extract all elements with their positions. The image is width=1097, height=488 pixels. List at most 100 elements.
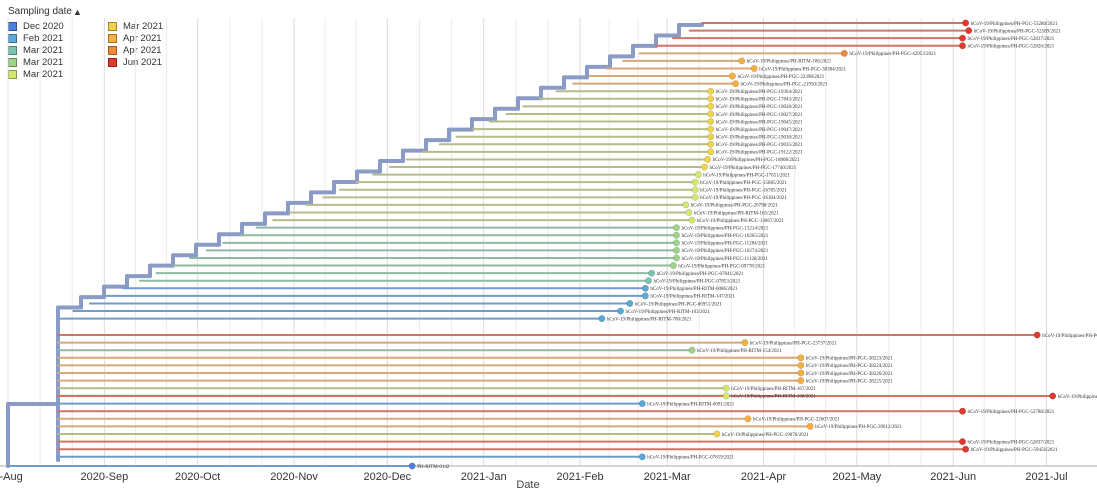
tip-point (673, 254, 680, 262)
tip-label: PH-RITM-0142 (417, 465, 450, 470)
tip-label: hCoV-19/Philippines/PH-RITM-780/2021 (607, 317, 692, 322)
tip-point (738, 57, 746, 65)
tip-point (685, 209, 693, 216)
legend-title-row[interactable]: Sampling date ▲ (8, 6, 188, 17)
tip-label: hCoV-19/Philippines/PH-PGC-53280/2021 (971, 22, 1058, 27)
legend-swatch (108, 58, 117, 68)
x-tick-label: 2020-Oct (175, 471, 220, 483)
tip-label: hCoV-19/Philippines/PH-PGC-19047/2021 (716, 128, 803, 133)
tip-label: hCoV-19/Philippines/PH-PGC-11284/2021 (681, 242, 768, 247)
tip-point (959, 438, 966, 446)
tip-point (744, 415, 752, 423)
legend-label: Mar 2021 (123, 20, 164, 32)
chevron-up-icon[interactable]: ▲ (72, 6, 82, 17)
tip-point (641, 292, 649, 300)
tip-point (691, 186, 699, 194)
tip-label: hCoV-19/Philippines/PH-PGC-38226/2021 (806, 372, 893, 377)
tip-label: hCoV-19/Philippines/PH-PGC-21950/2021 (741, 82, 828, 87)
tip-label: hCoV-19/Philippines/PH-RITM-147/2021 (650, 295, 735, 300)
tip-label: hCoV-19/Philippines/PH-PGC-22607/2021 (753, 418, 840, 423)
tip-point (673, 231, 680, 239)
tip-point (797, 377, 805, 385)
tip-label: hCoV-19/Philippines/PH-PGC-18808/2021 (713, 158, 800, 163)
tip-label: hCoV-19/Philippines/PH-PGC-20798/2021 (691, 204, 778, 209)
tip-point (741, 339, 749, 347)
tip-label: hCoV-19/Philippines/PH-PGC-13214/2021 (681, 226, 768, 231)
legend-label: Mar 2021 (23, 44, 64, 56)
tip-point (962, 19, 970, 27)
legend-items: Dec 2020 Feb 2021 Mar 2021 Mar 2021 Mar 2021… (8, 20, 188, 81)
legend-label: Apr 2021 (123, 44, 162, 56)
tip-point (701, 163, 708, 171)
tip-label: hCoV-19/Philippines/PH-RITM-186/2021 (747, 60, 832, 65)
x-tick-label: 2020-Nov (270, 471, 318, 483)
legend-label: Feb 2021 (23, 32, 64, 44)
tip-label: hCoV-19/Philippines/PH-PGC-38225/2021 (806, 379, 893, 384)
tip-label: hCoV-19/Philippines/PH-PGC-07853/2021 (653, 280, 740, 285)
x-tick-label: 2021-Mar (644, 471, 691, 483)
tip-label: hCoV-19/Philippines/PH-PGC-19028/2021 (716, 105, 803, 110)
tip-label: hCoV-19/Philippines/PH-PGC-52837/2021 (968, 440, 1055, 445)
tip-point (707, 118, 715, 125)
tip-label: hCoV-19/Philippines/PH-PGC-19027/2021 (716, 113, 803, 118)
tip-label: hCoV-19/Philippines/PH-RITM-154/2021 (697, 349, 782, 354)
x-tick-label: 2021-Feb (557, 471, 604, 483)
tip-point (732, 80, 740, 88)
legend-label: Mar 2021 (23, 69, 64, 81)
tip-label: hCoV-19/Philippines/PH-PGC-10265/2021 (681, 234, 768, 239)
tip-label: hCoV-19/Philippines/PH-PGC-42953/2021 (849, 52, 936, 57)
tip-point (722, 392, 730, 400)
tip-label: hCoV-19/Philippines/PH-PGC-52589/2021 (974, 29, 1061, 34)
tip-point (648, 269, 656, 277)
legend-label: Dec 2020 (23, 20, 64, 32)
tip-label: hCoV-19/Philippines/PH-PGC-06951/2021 (635, 302, 722, 307)
tip-point (797, 369, 805, 377)
tip-point (1033, 331, 1041, 339)
legend-label: Jun 2021 (123, 57, 163, 69)
tip-point (797, 361, 805, 369)
tip-label: hCoV-19/Philippines/PH-PGC-19030/2021 (716, 136, 803, 141)
tip-label: hCoV-19/Philippines/PH-PGC-23737/2021 (750, 341, 837, 346)
tip-label: hCoV-19/Philippines/PH-PGC-07659/2021 (647, 456, 734, 461)
tip-label: hCoV-19/Philippines/PH-PGC-15885/2021 (700, 181, 787, 186)
tip-point (707, 110, 715, 118)
tip-point (682, 201, 690, 209)
legend-item: Apr 2021 (108, 44, 188, 56)
x-tick-label: 2021-Jun (930, 471, 976, 483)
tip-label: hCoV-19/Philippines/PH-PGC-17843/2021 (716, 98, 803, 103)
tip-label: hCoV-19/Philippines/PH-RITM-167/2021 (731, 387, 816, 392)
x-axis-title: Date (516, 479, 539, 488)
tip-point (694, 171, 702, 179)
x-tick-label: 2021-Jul (1025, 471, 1067, 483)
tip-point (707, 87, 715, 95)
tip-label: hCoV-19/Philippines/PH-PGC-13667/2021 (697, 219, 784, 224)
tip-point (673, 246, 680, 254)
legend-swatch (108, 21, 117, 31)
tip-point (688, 216, 696, 224)
tip-point (691, 193, 699, 201)
tip-label: hCoV-19/Philippines/PH-PGC-19035/2021 (716, 143, 803, 148)
x-tick-label: 2021-Jan (461, 471, 507, 483)
legend-item: Apr 2021 (108, 32, 188, 44)
tip-label: hCoV-19/Philippines/PH-RITM-103/2021 (626, 310, 711, 315)
tip-label: hCoV-19/Philippines/PH-PGC-16304/2021 (700, 196, 787, 201)
tip-label: hCoV-19/Philippines/PH-PGC-59456/2021 (971, 448, 1058, 453)
tip-point (707, 148, 715, 156)
legend-swatch (108, 33, 117, 43)
tip-label: hCoV-19/Philippines/PH-RITM-168/2021 (731, 395, 816, 400)
tip-point (728, 72, 736, 80)
tip-label: hCoV-19/Philippines/PH-PGC-16785/2021 (700, 189, 787, 194)
tip-point (707, 133, 715, 141)
tip-point (797, 354, 805, 362)
tip-label: hCoV-19/Philippines/PH-PGC-52788/2021 (968, 410, 1055, 415)
tip-label: hCoV-19/Philippines/PH-PGC-17651/2021 (703, 173, 790, 178)
tip-point (707, 102, 715, 110)
legend-label: Mar 2021 (23, 57, 64, 69)
tip-point (959, 407, 966, 415)
tip-point (408, 462, 416, 470)
tip-label: hCoV-19/Philippines/PH-PGC-17740/2021 (709, 166, 796, 171)
tip-label: hCoV-19/Philippines/PH-PGC-39612/2021 (815, 425, 902, 430)
x-tick-label: 2020-Sep (81, 471, 129, 483)
legend-label: Apr 2021 (123, 32, 162, 44)
tip-point (626, 300, 634, 307)
